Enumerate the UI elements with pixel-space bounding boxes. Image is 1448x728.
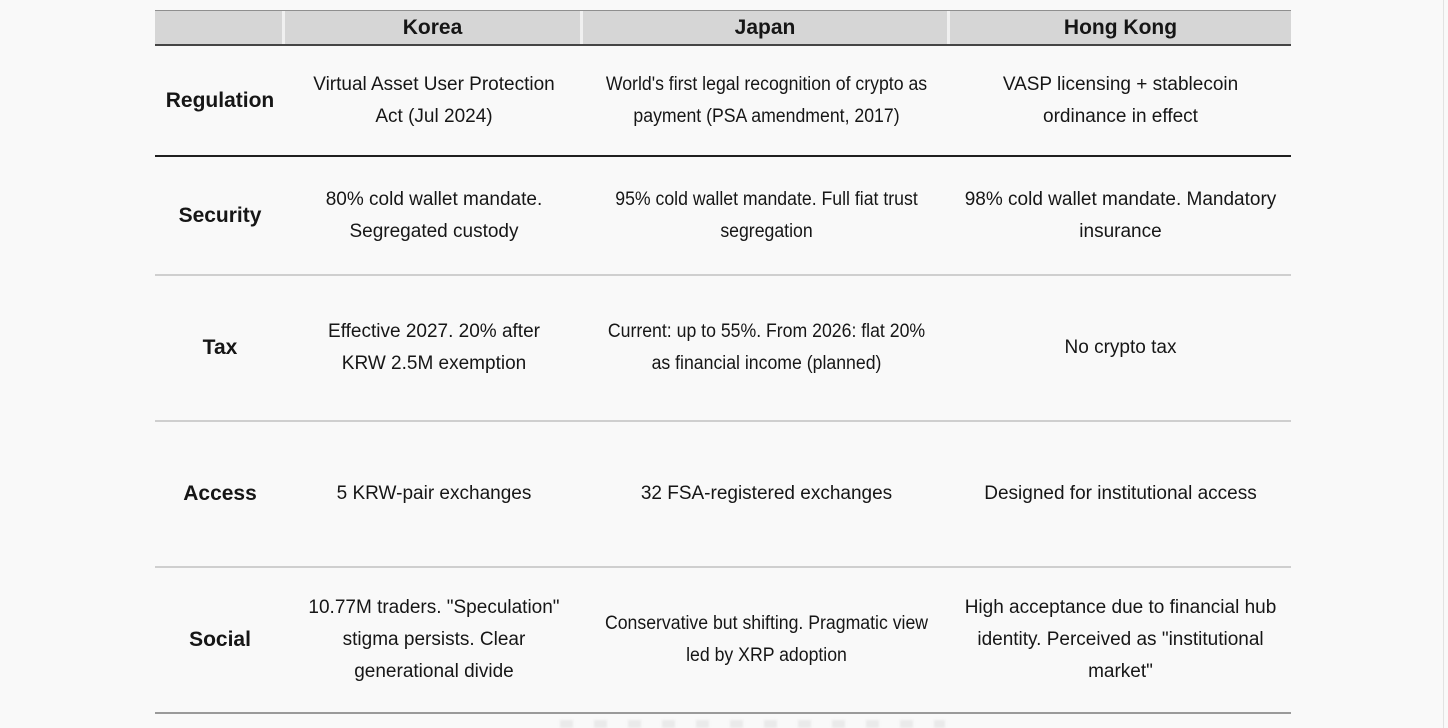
row-label-social: Social	[189, 628, 251, 651]
header-cell-korea: Korea	[285, 11, 583, 44]
cell-social-hong-kong: High acceptance due to financial hub ide…	[964, 597, 1277, 682]
header-cell-japan: Japan	[583, 11, 950, 44]
cell-social-korea: 10.77M traders. "Speculation" stigma per…	[308, 597, 560, 682]
cell-regulation-japan: World's first legal recognition of crypt…	[605, 73, 928, 127]
header-cell-blank	[155, 11, 285, 44]
header-cell-hong-kong: Hong Kong	[950, 11, 1291, 44]
table-header-row: Korea Japan Hong Kong	[155, 10, 1291, 46]
cut-off-caption-remnant	[560, 720, 945, 728]
cell-access-hong-kong: Designed for institutional access	[984, 483, 1257, 504]
comparison-table: Korea Japan Hong Kong Regulation Virtual…	[155, 10, 1291, 714]
row-label-access: Access	[183, 482, 257, 505]
table-row-regulation: Regulation Virtual Asset User Protection…	[155, 46, 1291, 157]
cell-tax-korea: Effective 2027. 20% after KRW 2.5M exemp…	[328, 321, 540, 374]
table-row-access: Access 5 KRW-pair exchanges 32 FSA-regis…	[155, 422, 1291, 568]
page-edge-divider	[1443, 0, 1444, 728]
cell-security-korea: 80% cold wallet mandate. Segregated cust…	[325, 188, 543, 242]
table-row-social: Social 10.77M traders. "Speculation" sti…	[155, 568, 1291, 714]
cell-access-korea: 5 KRW-pair exchanges	[336, 483, 532, 504]
cell-regulation-hong-kong: VASP licensing + stablecoin ordinance in…	[1002, 73, 1239, 127]
row-label-tax: Tax	[202, 336, 238, 359]
table-row-security: Security 80% cold wallet mandate. Segreg…	[155, 157, 1291, 276]
cell-tax-hong-kong: No crypto tax	[1064, 337, 1177, 358]
cell-tax-japan: Current: up to 55%. From 2026: flat 20% …	[607, 321, 926, 374]
row-label-regulation: Regulation	[165, 88, 275, 112]
cell-security-hong-kong: 98% cold wallet mandate. Mandatory insur…	[964, 188, 1277, 242]
cell-regulation-korea: Virtual Asset User Protection Act (Jul 2…	[313, 73, 555, 127]
row-label-security: Security	[178, 203, 262, 227]
cell-security-japan: 95% cold wallet mandate. Full fiat trust…	[615, 188, 918, 242]
cell-access-japan: 32 FSA-registered exchanges	[640, 483, 893, 504]
table-row-tax: Tax Effective 2027. 20% after KRW 2.5M e…	[155, 276, 1291, 422]
cell-social-japan: Conservative but shifting. Pragmatic vie…	[604, 613, 929, 666]
